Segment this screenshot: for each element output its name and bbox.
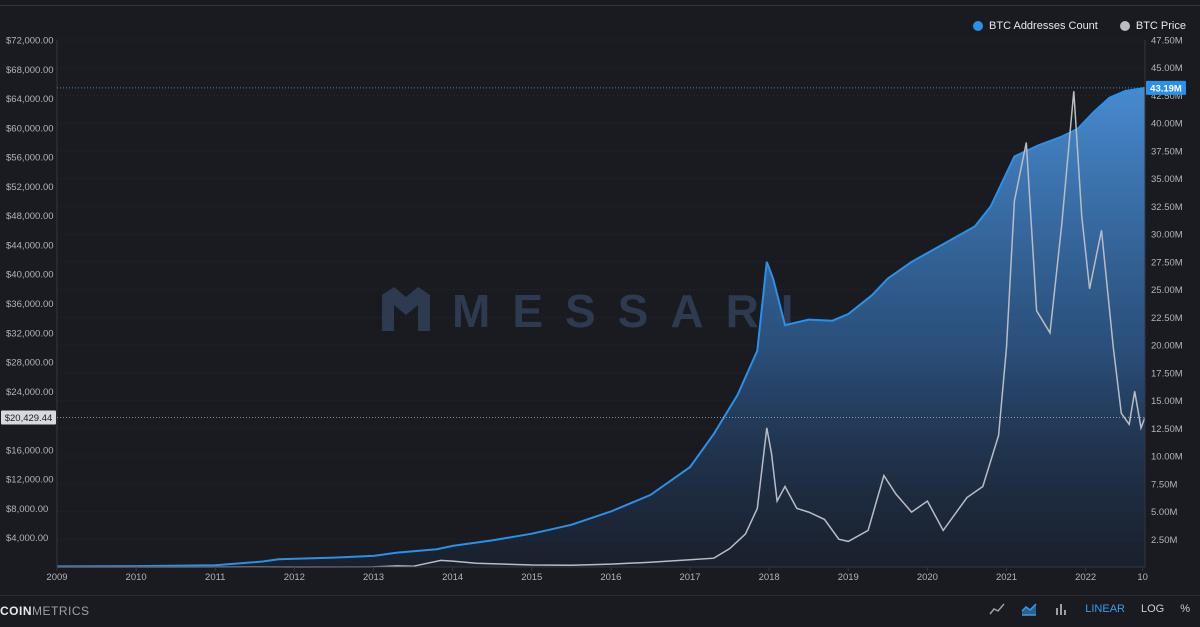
right-tick-label: 37.50M [1151,146,1183,157]
right-tick-label: 5.00M [1151,507,1177,518]
legend-label: BTC Addresses Count [989,20,1098,32]
left-tick-label: $24,000.00 [6,387,54,398]
coinmetrics-brand: COINMETRICS [0,604,90,618]
legend-item-price[interactable]: BTC Price [1119,20,1186,32]
left-tick-label: $4,000.00 [6,533,48,544]
right-tick-label: 15.00M [1151,396,1183,407]
left-tick-label: $28,000.00 [6,358,54,369]
current-addresses-badge [1146,80,1186,95]
x-tick-label: 2017 [679,572,700,583]
legend-item-addresses[interactable]: BTC Addresses Count [973,20,1098,32]
right-tick-label: 20.00M [1151,341,1183,352]
scale-percent-button[interactable]: % [1180,603,1190,615]
area-chart-icon[interactable] [1021,602,1037,616]
right-tick-label: 22.50M [1151,313,1183,324]
left-tick-label: $44,000.00 [6,240,54,251]
x-tick-label: 2014 [442,572,463,583]
right-tick-label: 12.50M [1151,424,1183,435]
series-area-addresses [57,87,1145,568]
left-tick-label: $68,000.00 [6,65,54,76]
left-tick-label: $48,000.00 [6,211,54,222]
left-tick-label: $56,000.00 [6,153,54,164]
left-axis: $4,000.00 $8,000.00 $12,000.00 $16,000.00 $2… [6,36,54,545]
x-tick-label: 2016 [600,572,621,583]
right-axis: 2.50M 5.00M 7.50M 10.00M 12.50M 15.00M 17.50M 2… [1151,36,1183,546]
right-tick-label: 42.50M [1151,91,1183,102]
right-tick-label: 2.50M [1151,535,1177,546]
x-tick-label: 2020 [917,572,938,583]
right-tick-label: 40.00M [1151,119,1183,130]
right-tick-label: 25.00M [1151,285,1183,296]
messari-logo-icon [382,287,430,331]
right-tick-label: 30.00M [1151,230,1183,241]
left-tick-label: $40,000.00 [6,270,54,281]
left-tick-label: $12,000.00 [6,475,54,486]
left-tick-label: $52,000.00 [6,182,54,193]
x-tick-label: 2018 [759,572,780,583]
brand-part-2: METRICS [32,604,90,618]
right-tick-label: 27.50M [1151,257,1183,268]
left-tick-label: $72,000.00 [6,36,54,47]
top-divider [0,5,1200,6]
gridlines [57,39,1145,540]
current-addresses-label: 43.19M [1150,83,1182,94]
right-tick-label: 32.50M [1151,202,1183,213]
right-tick-label: 47.50M [1151,36,1183,47]
chart-controls: LINEAR LOG % [989,602,1190,616]
chart[interactable]: MESSARI $4,000.00 $8,000.00 $12,000.00 $16,… [0,0,1200,596]
legend: BTC Addresses Count BTC Price [973,20,1186,32]
watermark: MESSARI [382,285,816,337]
right-tick-label: 17.50M [1151,368,1183,379]
legend-dot-icon [973,21,984,31]
left-tick-label: $32,000.00 [6,328,54,339]
x-tick-label: 10 [1137,572,1148,583]
current-price-label: $20,429.44 [5,413,53,424]
x-tick-label: 2013 [363,572,384,583]
right-tick-label: 45.00M [1151,63,1183,74]
left-tick-label: $16,000.00 [6,445,54,456]
left-tick-label: $8,000.00 [6,504,48,515]
x-tick-label: 2010 [126,572,147,583]
brand-part-1: COIN [0,604,32,618]
line-chart-icon[interactable] [989,602,1005,616]
right-tick-label: 35.00M [1151,174,1183,185]
legend-dot-icon [1119,21,1130,31]
x-axis: 2009 2010 2011 2012 2013 2014 2015 2016 2017 2018… [46,567,1148,583]
scale-log-button[interactable]: LOG [1140,603,1165,615]
legend-label: BTC Price [1135,20,1186,32]
x-tick-label: 2012 [284,572,305,583]
right-tick-label: 10.00M [1151,452,1183,463]
x-tick-label: 2021 [996,572,1017,583]
x-tick-label: 2011 [205,572,225,583]
x-tick-label: 2009 [46,572,67,583]
watermark-text: MESSARI [452,285,816,337]
x-tick-label: 2015 [521,572,542,583]
current-value-markers: 43.19M $20,429.44 [1,80,1186,425]
right-tick-label: 7.50M [1151,479,1177,490]
scale-linear-button[interactable]: LINEAR [1085,603,1125,615]
left-tick-label: $60,000.00 [6,123,54,134]
series-line-addresses [56,86,1146,568]
series-line-btc-price [57,91,1146,568]
left-tick-label: $36,000.00 [6,299,54,310]
x-tick-label: 2022 [1075,572,1096,583]
chart-footer: COINMETRICS LINEAR LOG % [0,595,1200,627]
current-price-badge [1,410,56,425]
x-tick-label: 2019 [838,572,859,583]
left-tick-label: $64,000.00 [6,94,54,105]
bar-chart-icon[interactable] [1053,602,1069,616]
